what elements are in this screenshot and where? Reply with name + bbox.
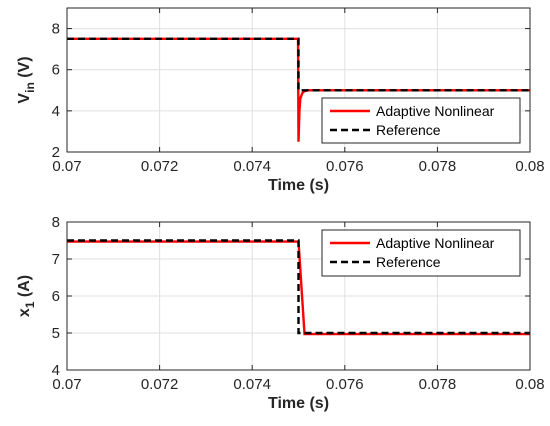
chart-2: 0.07 0.072 0.074 0.076 0.078 0.08 4 5 6 7 8 Time (s… bbox=[16, 214, 545, 412]
y-axis-label-subscript: in bbox=[23, 82, 37, 93]
x-axis-label: Time (s) bbox=[268, 395, 329, 412]
y-tick-label: 8 bbox=[52, 21, 60, 38]
y-axis-label-unit: (A) bbox=[16, 275, 33, 302]
x-tick-label: 0.074 bbox=[233, 376, 271, 393]
y-axis-label-symbol: x bbox=[16, 308, 33, 317]
x-tick-label: 0.076 bbox=[326, 376, 364, 393]
x-tick-label: 0.078 bbox=[419, 376, 457, 393]
x-tick-label: 0.076 bbox=[326, 158, 364, 175]
y-tick-label: 8 bbox=[52, 214, 60, 231]
y-tick-label: 6 bbox=[52, 62, 60, 79]
axes-box bbox=[66, 7, 531, 153]
legend-label-reference: Reference bbox=[376, 122, 441, 138]
y-tick-label: 5 bbox=[52, 325, 60, 342]
x-tick-label: 0.072 bbox=[141, 376, 179, 393]
series-line-reference bbox=[67, 239, 530, 335]
x-tick-label: 0.078 bbox=[419, 158, 457, 175]
y-tick-label: 6 bbox=[52, 288, 60, 305]
legend-box bbox=[321, 229, 521, 277]
legend-label-adaptive-nonlinear: Adaptive Nonlinear bbox=[376, 103, 495, 119]
x-tick-label: 0.08 bbox=[515, 376, 544, 393]
y-tick-label: 2 bbox=[52, 144, 60, 161]
y-axis-label-symbol: V bbox=[16, 93, 33, 104]
chart-1: 0.07 0.072 0.074 0.076 0.078 0.08 2 4 6 8 Time (s)… bbox=[16, 7, 545, 194]
y-axis-label-unit: (V) bbox=[16, 56, 33, 82]
y-axis-label: Vin (V) bbox=[16, 56, 37, 103]
legend: Adaptive Nonlinear Reference bbox=[321, 229, 521, 277]
x-axis-label: Time (s) bbox=[268, 177, 329, 194]
legend-label-adaptive-nonlinear: Adaptive Nonlinear bbox=[376, 235, 495, 251]
x-tick-label: 0.07 bbox=[52, 376, 81, 393]
legend-label-reference: Reference bbox=[376, 254, 441, 270]
legend: Adaptive Nonlinear Reference bbox=[321, 97, 521, 144]
x-tick-label: 0.07 bbox=[52, 158, 81, 175]
x-tick-label: 0.074 bbox=[233, 158, 271, 175]
y-axis-label: x1 (A) bbox=[16, 275, 37, 317]
y-tick-label: 7 bbox=[52, 251, 60, 268]
y-tick-label: 4 bbox=[52, 362, 60, 379]
y-axis-label-subscript: 1 bbox=[23, 301, 37, 308]
x-tick-label: 0.072 bbox=[141, 158, 179, 175]
x-tick-label: 0.08 bbox=[515, 158, 544, 175]
legend-box bbox=[321, 97, 521, 144]
series-line-reference bbox=[67, 37, 530, 92]
y-tick-label: 4 bbox=[52, 103, 60, 120]
